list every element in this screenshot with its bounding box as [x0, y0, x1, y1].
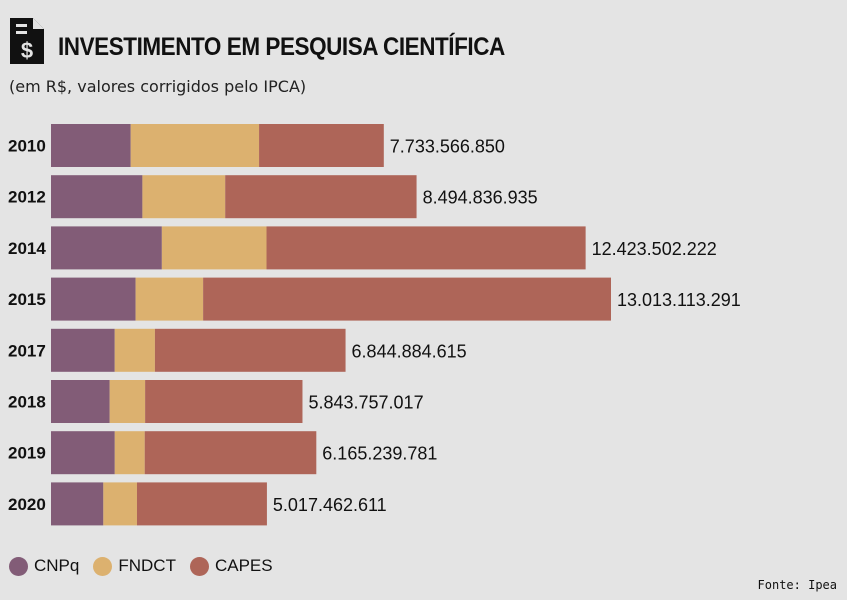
- year-label-2017: 2017: [8, 341, 46, 360]
- bar-cnpq-2017: [51, 328, 115, 372]
- legend-label-capes: CAPES: [214, 556, 273, 575]
- year-label-2018: 2018: [8, 393, 46, 412]
- bar-capes-2015: [203, 277, 611, 321]
- year-label-2012: 2012: [8, 188, 46, 207]
- year-label-2010: 2010: [8, 137, 46, 156]
- legend-item-fndct: FNDCT: [93, 556, 176, 576]
- svg-text:$: $: [21, 38, 33, 63]
- total-label-2010: 7.733.566.850: [390, 137, 505, 157]
- year-label-2019: 2019: [8, 444, 46, 463]
- legend-swatch-capes: [189, 556, 209, 576]
- bar-fndct-2018: [109, 380, 146, 423]
- bar-capes-2018: [145, 380, 303, 423]
- legend-swatch-fndct: [93, 556, 113, 576]
- bar-cnpq-2020: [51, 482, 104, 526]
- bar-fndct-2010: [130, 124, 260, 167]
- bar-capes-2014: [266, 226, 586, 270]
- legend-label-fndct: FNDCT: [118, 556, 176, 575]
- legend: CNPq FNDCT CAPES: [9, 556, 287, 576]
- year-label-2020: 2020: [8, 495, 46, 514]
- bar-fndct-2015: [135, 277, 204, 321]
- legend-item-cnpq: CNPq: [9, 556, 79, 576]
- bar-cnpq-2010: [51, 124, 131, 167]
- bar-fndct-2014: [161, 226, 267, 270]
- bar-cnpq-2019: [51, 431, 115, 475]
- chart-subtitle: (em R$, valores corrigidos pelo IPCA): [9, 77, 307, 96]
- year-label-2014: 2014: [8, 239, 46, 258]
- total-label-2020: 5.017.462.611: [273, 495, 387, 515]
- bar-capes-2020: [136, 482, 267, 526]
- document-dollar-icon: $: [10, 18, 44, 64]
- bar-fndct-2020: [103, 482, 137, 526]
- chart-title: INVESTIMENTO EM PESQUISA CIENTÍFICA: [58, 33, 505, 61]
- bar-fndct-2019: [114, 431, 145, 475]
- bar-fndct-2012: [142, 175, 226, 219]
- total-label-2018: 5.843.757.017: [308, 393, 423, 413]
- legend-swatch-cnpq: [9, 556, 28, 576]
- bar-capes-2019: [144, 431, 317, 475]
- total-label-2019: 6.165.239.781: [322, 444, 437, 464]
- bar-cnpq-2015: [51, 277, 136, 321]
- bar-capes-2017: [154, 328, 346, 372]
- total-label-2014: 12.423.502.222: [592, 239, 717, 259]
- legend-item-capes: CAPES: [189, 556, 273, 576]
- legend-label-cnpq: CNPq: [34, 556, 80, 575]
- bar-fndct-2017: [114, 328, 155, 372]
- stacked-bar-chart: 2010 7.733.566.850 2012 8.494.836.935 2014 12…: [8, 124, 741, 526]
- bar-cnpq-2018: [51, 380, 110, 423]
- bar-capes-2012: [225, 175, 417, 219]
- total-label-2017: 6.844.884.615: [352, 341, 467, 361]
- source-note: Fonte: Ipea: [757, 578, 837, 592]
- total-label-2012: 8.494.836.935: [423, 188, 538, 208]
- total-label-2015: 13.013.113.291: [617, 290, 741, 310]
- year-label-2015: 2015: [8, 290, 46, 309]
- bar-capes-2010: [259, 124, 384, 167]
- bar-cnpq-2012: [51, 175, 143, 219]
- bar-cnpq-2014: [51, 226, 162, 270]
